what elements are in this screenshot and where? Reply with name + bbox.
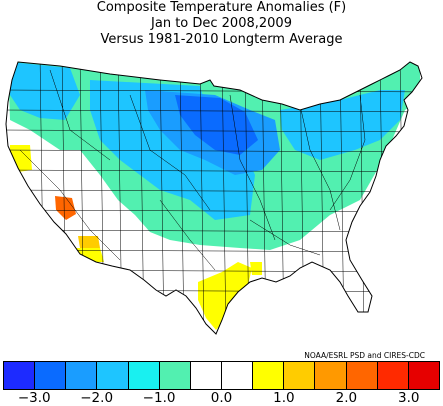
title-line-1: Composite Temperature Anomalies (F) xyxy=(96,0,347,15)
division-boundary xyxy=(221,62,227,334)
colorbar-label: −1.0 xyxy=(142,390,176,406)
title-line-3: Versus 1981-2010 Longterm Average xyxy=(100,32,343,47)
division-boundary xyxy=(299,104,341,231)
colorbar-cell xyxy=(4,362,36,389)
colorbar-cell xyxy=(315,362,347,389)
credit-text: NOAA/ESRL PSD and CIRES-CDC xyxy=(304,351,425,360)
colorbar-cell xyxy=(190,362,222,389)
division-boundary xyxy=(49,69,111,161)
colorbar-cell xyxy=(408,362,439,389)
colorbar-label: −2.0 xyxy=(80,390,114,406)
division-boundary xyxy=(19,149,121,261)
division-boundary xyxy=(159,62,165,334)
colorbar-cell xyxy=(221,362,254,389)
anomaly-region xyxy=(250,262,262,275)
division-boundary xyxy=(6,109,422,113)
division-boundary xyxy=(6,169,422,173)
division-boundary xyxy=(199,62,205,334)
anomaly-region xyxy=(75,248,104,262)
colorbar-cell xyxy=(35,362,67,389)
anomaly-region xyxy=(280,90,405,160)
colorbar xyxy=(3,361,440,390)
division-boundary xyxy=(6,89,422,93)
anomaly-region xyxy=(175,95,258,155)
anomaly-region xyxy=(396,142,402,148)
anomaly-region xyxy=(78,236,100,248)
colorbar-cell xyxy=(253,362,285,389)
division-boundary xyxy=(179,62,185,334)
anomaly-region xyxy=(55,196,76,220)
colorbar-cell xyxy=(66,362,98,389)
title-block: Composite Temperature Anomalies (F) Jan … xyxy=(0,0,443,48)
us-outline xyxy=(5,61,423,335)
colorbar-label: 2.0 xyxy=(335,390,358,406)
colorbar-cell xyxy=(159,362,191,389)
anomaly-map xyxy=(5,61,423,335)
division-boundary xyxy=(6,189,422,193)
colorbar-cell xyxy=(284,362,316,389)
colorbar-cell xyxy=(346,362,378,389)
colorbar-cell xyxy=(97,362,129,389)
colorbar-cell xyxy=(377,362,409,389)
division-boundary xyxy=(6,149,422,153)
colorbar-label: 0.0 xyxy=(210,390,233,406)
anomaly-region xyxy=(394,138,406,154)
anomaly-region xyxy=(198,262,252,330)
colorbar-label: 1.0 xyxy=(273,390,295,406)
division-boundary xyxy=(329,94,366,211)
anomaly-region xyxy=(90,80,255,220)
title-line-2: Jan to Dec 2008,2009 xyxy=(151,16,292,31)
colorbar-labels: −3.0 −2.0 −1.0 0.0 1.0 2.0 3.0 xyxy=(0,390,443,406)
colorbar-label: 3.0 xyxy=(398,390,420,406)
division-boundary xyxy=(6,129,422,133)
division-boundary xyxy=(229,94,276,241)
colorbar-label: −3.0 xyxy=(17,390,51,406)
division-boundary xyxy=(159,199,216,271)
division-boundary xyxy=(129,94,211,211)
division-boundary xyxy=(249,219,321,256)
colorbar-cell xyxy=(128,362,160,389)
